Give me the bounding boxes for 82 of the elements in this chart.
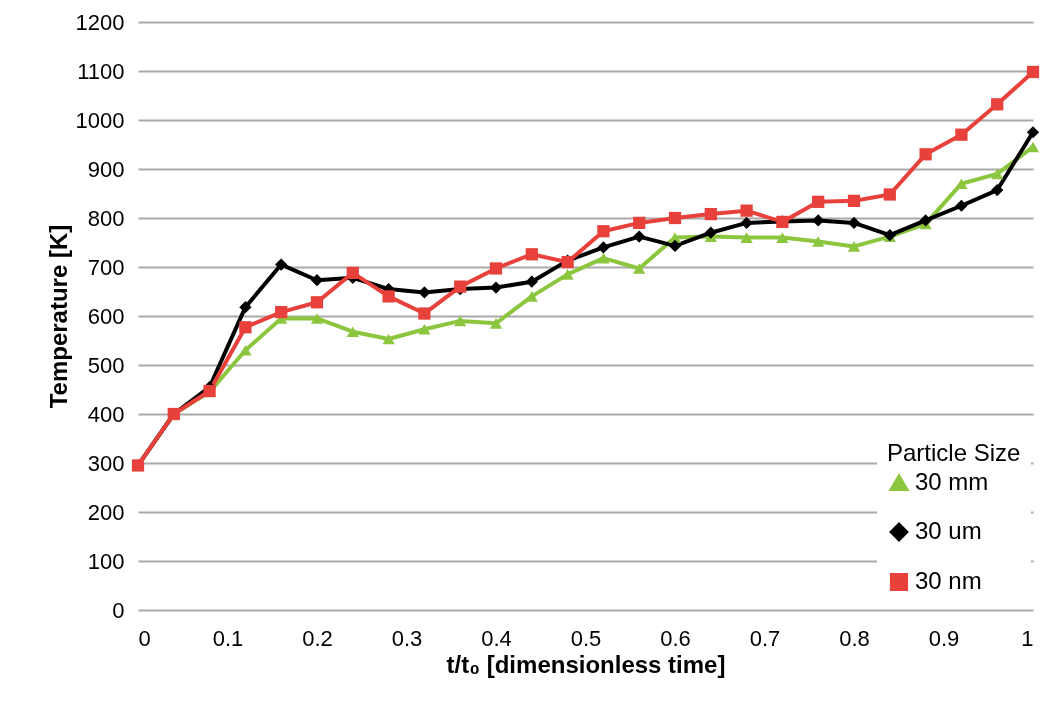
y-tick-label: 1100 bbox=[77, 58, 125, 84]
point bbox=[239, 345, 252, 356]
x-tick-label: 1 bbox=[1021, 625, 1034, 651]
point bbox=[597, 241, 610, 254]
point bbox=[310, 296, 324, 309]
x-tick-label: 0.2 bbox=[302, 625, 333, 651]
point bbox=[1026, 126, 1040, 139]
y-tick-label: 100 bbox=[87, 548, 125, 574]
point bbox=[489, 318, 503, 329]
y-tick-label: 300 bbox=[87, 450, 125, 476]
point bbox=[633, 263, 646, 274]
point bbox=[239, 301, 252, 314]
x-tick-label: 0.1 bbox=[212, 625, 244, 651]
point bbox=[668, 211, 682, 225]
point bbox=[704, 226, 717, 239]
y-tick-label: 0 bbox=[112, 597, 125, 623]
point bbox=[991, 168, 1004, 180]
point bbox=[812, 236, 825, 247]
point bbox=[991, 183, 1004, 197]
point bbox=[418, 307, 431, 320]
x-tick-label: 0.3 bbox=[391, 625, 423, 651]
point bbox=[310, 274, 324, 287]
x-tick-label: 0.7 bbox=[749, 625, 781, 651]
x-tick-label: 0.4 bbox=[481, 625, 512, 651]
y-tick-label: 700 bbox=[87, 254, 125, 280]
point bbox=[525, 275, 538, 288]
point bbox=[955, 199, 968, 212]
point bbox=[955, 178, 968, 189]
point bbox=[239, 321, 252, 334]
y-tick-label: 200 bbox=[87, 499, 125, 525]
point bbox=[275, 258, 288, 271]
point bbox=[883, 188, 896, 201]
x-tick-label: 0.5 bbox=[570, 625, 602, 651]
point bbox=[847, 194, 861, 207]
point bbox=[633, 216, 646, 230]
point bbox=[740, 204, 753, 217]
point bbox=[1026, 65, 1040, 79]
x-tick-label: 0.9 bbox=[928, 625, 960, 651]
point bbox=[489, 281, 503, 294]
point bbox=[418, 323, 431, 335]
point bbox=[275, 305, 288, 319]
point bbox=[740, 232, 753, 243]
point bbox=[633, 230, 646, 243]
point bbox=[668, 239, 682, 253]
x-tick-label: 0.6 bbox=[660, 625, 691, 651]
x-tick-label: 0.8 bbox=[839, 625, 870, 651]
point bbox=[489, 262, 503, 275]
y-tick-label: 800 bbox=[87, 205, 125, 231]
y-tick-label: 900 bbox=[87, 156, 125, 182]
point bbox=[776, 232, 789, 243]
y-tick-label: 400 bbox=[87, 401, 125, 427]
y-tick-label: 1000 bbox=[75, 107, 125, 133]
legend-label: 30 nm bbox=[915, 567, 982, 594]
point bbox=[597, 252, 610, 264]
x-tick-label: 0 bbox=[138, 625, 151, 651]
legend-title: Particle Size bbox=[887, 439, 1021, 466]
x-axis-title: t/t₀ [dimensionless time] bbox=[446, 650, 726, 678]
point bbox=[704, 207, 717, 221]
y-tick-label: 1200 bbox=[75, 9, 125, 35]
point bbox=[812, 195, 825, 208]
point bbox=[955, 128, 968, 141]
point bbox=[991, 98, 1004, 111]
point bbox=[346, 266, 359, 279]
point bbox=[525, 248, 538, 261]
point bbox=[597, 225, 610, 238]
point bbox=[382, 333, 395, 345]
point bbox=[382, 290, 395, 303]
point bbox=[310, 313, 324, 324]
point bbox=[740, 216, 753, 230]
legend-label: 30 um bbox=[915, 517, 982, 544]
point bbox=[561, 269, 574, 280]
y-axis-title: Temperature [K] bbox=[44, 224, 72, 409]
y-tick-label: 600 bbox=[87, 303, 125, 329]
point bbox=[919, 214, 932, 227]
y-tick-label: 500 bbox=[87, 352, 125, 378]
point bbox=[847, 241, 861, 252]
point bbox=[346, 326, 359, 337]
point bbox=[454, 315, 467, 327]
legend-label: 30 mm bbox=[915, 468, 989, 495]
point bbox=[847, 216, 861, 230]
point bbox=[919, 148, 932, 161]
point bbox=[1026, 141, 1040, 153]
